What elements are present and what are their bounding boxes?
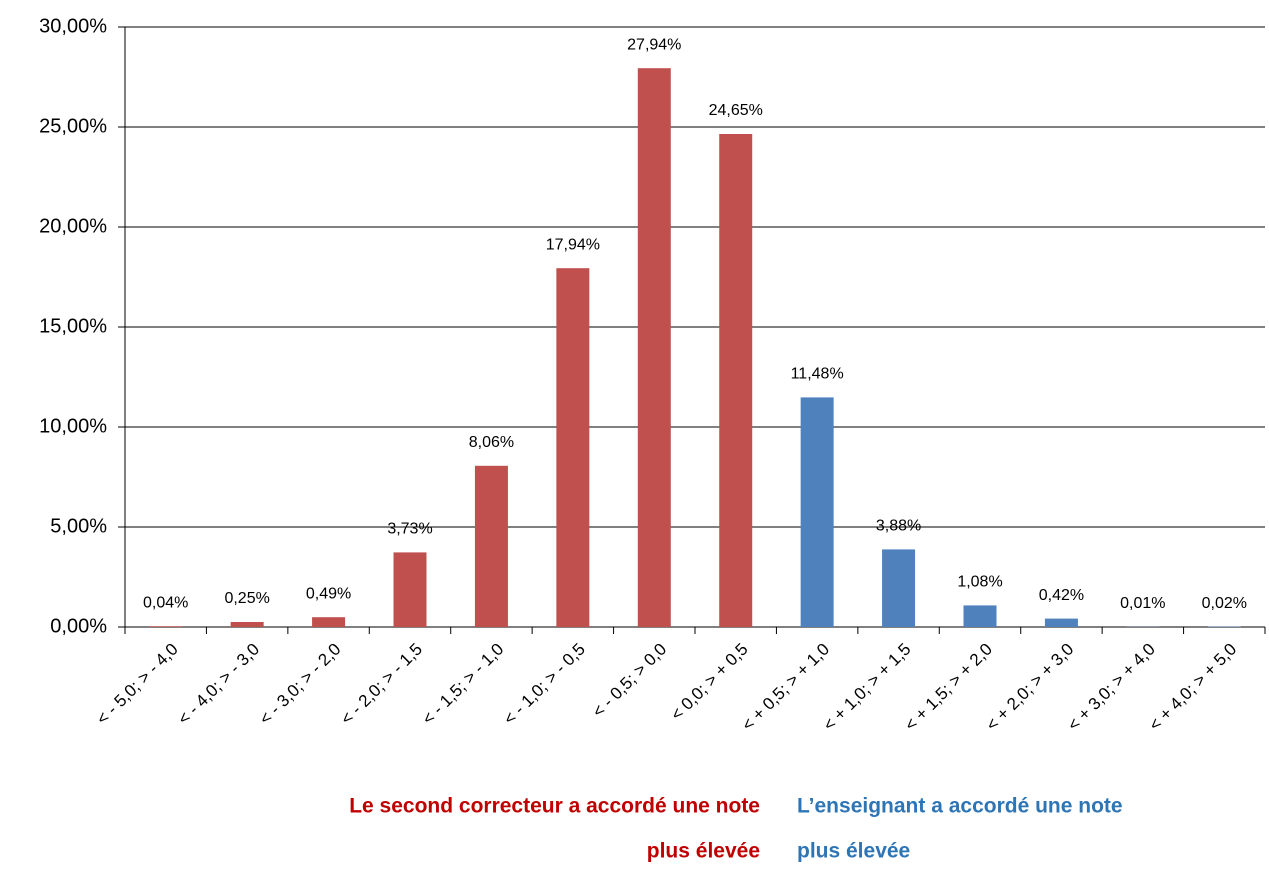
value-label: 0,02% [1202,595,1247,612]
y-tick-label: 10,00% [39,415,107,437]
value-label: 0,04% [143,594,188,611]
value-label: 3,73% [387,521,432,538]
x-tick-label: < + 1,0; > + 1,5 [820,640,915,735]
y-tick-label: 15,00% [39,315,107,337]
value-label: 0,01% [1120,595,1165,612]
bar [312,617,346,627]
x-tick-label: < - 0,5; > 0,0 [589,640,671,722]
x-tick-label: < - 5,0; > - 4,0 [93,640,182,729]
bar [230,622,264,627]
value-label: 11,48% [791,366,844,383]
value-label: 0,25% [224,590,269,607]
y-tick-label: 20,00% [39,215,107,237]
bar [800,397,834,627]
value-label: 17,94% [546,236,600,253]
value-label: 0,49% [306,585,351,602]
annotation: Le second correcteur a accordé une note [349,795,760,818]
y-tick-label: 5,00% [50,515,107,537]
bar [474,465,508,627]
bar [719,134,753,627]
bar [393,552,427,627]
value-label: 24,65% [709,102,763,119]
x-tick-label: < + 3,0; > + 4,0 [1064,640,1159,735]
x-tick-label: < - 4,0; > - 3,0 [174,640,263,729]
x-tick-label: < + 2,0; > + 3,0 [982,640,1077,735]
annotation: L’enseignant a accordé une note [797,795,1123,818]
bar [963,605,997,627]
x-tick-label: < - 2,0; > - 1,5 [337,640,426,729]
y-tick-label: 25,00% [39,115,107,137]
bar [1044,618,1078,627]
value-label: 1,08% [957,574,1002,591]
annotation: plus élevée [647,840,760,863]
x-tick-label: < - 1,0; > - 0,5 [500,640,589,729]
bar [149,626,183,627]
x-tick-label: < + 1,5; > + 2,0 [901,640,996,735]
value-label: 3,88% [876,518,921,535]
x-tick-label: < + 0,5; > + 1,0 [738,640,833,735]
x-tick-label: < 0,0; > + 0,5 [667,640,752,725]
value-label: 27,94% [627,36,681,53]
x-tick-label: < - 1,5; > - 1,0 [418,640,507,729]
value-label: 0,42% [1039,587,1084,604]
bar [556,268,590,627]
annotation: plus élevée [797,840,910,863]
x-tick-label: < + 4,0; > + 5,0 [1145,640,1240,735]
bar [882,549,916,627]
bar [637,68,671,627]
x-tick-label: < - 3,0; > - 2,0 [256,640,345,729]
value-label: 8,06% [469,434,514,451]
y-tick-label: 0,00% [50,615,107,637]
y-tick-label: 30,00% [39,15,107,37]
